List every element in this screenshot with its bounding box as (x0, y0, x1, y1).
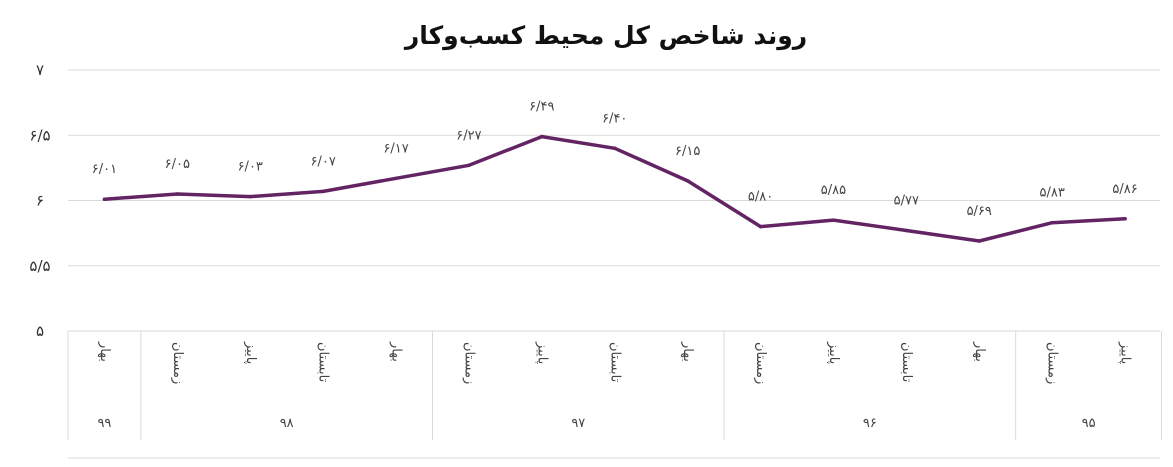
x-tick-label: بهار (389, 341, 404, 362)
grid-lines (68, 69, 1160, 332)
data-labels: ۵/۸۶ ۵/۸۳ ۵/۶۹ ۵/۷۷ ۵/۸۵ ۵/۸۰ ۶/۱۵ ۶/۴۰ ۶/۴۹ ۶/۲۷… (92, 100, 1138, 219)
data-point (831, 218, 836, 222)
data-point (758, 224, 763, 229)
data-point (1123, 217, 1127, 221)
data-label: ۵/۷۷ (894, 194, 919, 209)
year-group-label: ۹۹ (97, 416, 111, 431)
data-point (467, 163, 471, 168)
data-label: ۶/۱۵ (675, 144, 700, 159)
x-tick-label: زمستان (1045, 342, 1060, 384)
y-tick-label: ۵/۵ (29, 257, 50, 275)
data-label: ۶/۴۰ (602, 111, 627, 126)
x-tick-label: بهار (97, 341, 112, 362)
data-label: ۶/۰۱ (92, 162, 117, 177)
x-tick-label: زمستان (753, 342, 768, 384)
year-group-label: ۹۶ (863, 416, 877, 431)
data-point (102, 197, 107, 201)
x-tick-label: زمستان (461, 342, 476, 384)
x-tick-label: تابستان (607, 342, 622, 383)
data-label: ۵/۶۹ (967, 204, 992, 219)
data-point (175, 192, 180, 196)
data-point (1050, 220, 1054, 225)
data-point (321, 189, 325, 194)
data-label: ۶/۲۷ (456, 128, 481, 143)
data-point (613, 146, 617, 151)
data-label: ۶/۰۳ (238, 160, 263, 175)
data-label: ۶/۴۹ (529, 100, 554, 115)
x-tick-label: بهار (680, 341, 695, 362)
data-label: ۵/۸۰ (748, 190, 773, 205)
x-axis-year-labels: ۹۵ ۹۶ ۹۷ ۹۸ ۹۹ (97, 416, 1095, 431)
y-tick-label: ۶ (36, 192, 44, 210)
y-tick-label: ۵ (36, 322, 44, 340)
series-line (102, 134, 1127, 243)
data-point (248, 194, 252, 199)
data-point (540, 134, 544, 139)
x-tick-label: زمستان (170, 342, 185, 384)
data-label: ۶/۰۵ (165, 157, 190, 172)
y-tick-label: ۷ (36, 61, 44, 79)
x-tick-label: پاییز (1118, 341, 1133, 365)
data-label: ۶/۰۷ (310, 154, 335, 169)
series-line-group (102, 134, 1127, 243)
x-tick-label: پاییز (826, 341, 841, 365)
year-group-label: ۹۸ (280, 416, 294, 431)
x-tick-label: تابستان (899, 342, 914, 383)
x-tick-label: پاییز (243, 341, 258, 365)
x-tick-label: بهار (972, 341, 987, 362)
x-axis-season-labels: پاییز زمستان بهار تابستان پاییز زمستان بهار تاب… (97, 341, 1133, 384)
y-axis-ticks: ۵ ۵/۵ ۶ ۶/۵ ۷ (29, 61, 50, 340)
year-group-label: ۹۵ (1082, 416, 1096, 431)
y-tick-label: ۶/۵ (29, 126, 50, 144)
chart-title: روند شاخص کل محیط کسب‌وکار (403, 21, 807, 51)
x-axis-frame (67, 331, 1162, 459)
data-point (394, 176, 398, 181)
data-point (977, 239, 981, 243)
x-tick-label: پاییز (534, 341, 549, 365)
data-label: ۶/۱۷ (383, 141, 408, 156)
data-label: ۵/۸۶ (1112, 182, 1137, 197)
year-group-label: ۹۷ (571, 416, 585, 431)
data-label: ۵/۸۳ (1039, 186, 1064, 201)
data-point (685, 179, 690, 183)
data-label: ۵/۸۵ (821, 183, 846, 198)
x-tick-label: تابستان (316, 342, 331, 383)
data-point (904, 228, 909, 233)
